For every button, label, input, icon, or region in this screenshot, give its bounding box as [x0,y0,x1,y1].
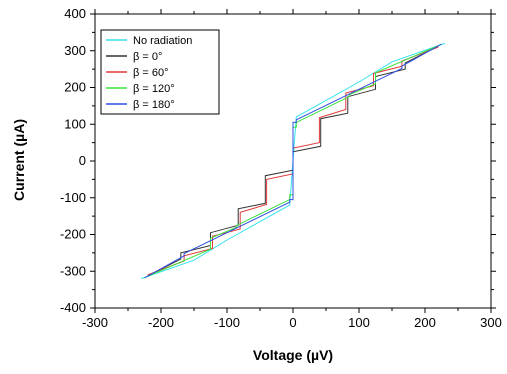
y-tick-label: 200 [64,80,86,95]
series-line-4 [144,43,442,279]
y-tick-label: -300 [60,263,86,278]
y-axis-title: Current (µA) [11,119,27,201]
legend: No radiation β = 0° β = 60° β = 120° β = 180… [100,29,220,115]
legend-label-2: β = 60° [133,67,169,79]
legend-label-3: β = 120° [133,83,175,95]
y-tick-label: 0 [79,153,86,168]
x-tick-label: -200 [148,315,174,330]
x-tick-label: 100 [348,315,370,330]
x-tick-label: -100 [214,315,240,330]
y-tick-label: 400 [64,6,86,21]
x-axis-title: Voltage (µV) [253,347,333,363]
legend-label-1: β = 0° [133,51,162,63]
legend-label-4: β = 180° [133,99,175,111]
legend-label-0: No radiation [133,35,192,47]
y-tick-label: 100 [64,116,86,131]
axes: -300 -200 -100 0 100 200 300-400-300-200-10001… [60,6,502,330]
y-tick-label: 300 [64,43,86,58]
x-tick-label: 300 [480,315,502,330]
x-tick-label: 200 [414,315,436,330]
y-tick-label: -100 [60,190,86,205]
x-tick-label: 0 [289,315,296,330]
x-tick-label: -300 [82,315,108,330]
y-tick-label: -200 [60,227,86,242]
y-tick-label: -400 [60,300,86,315]
plot-area [141,42,445,280]
